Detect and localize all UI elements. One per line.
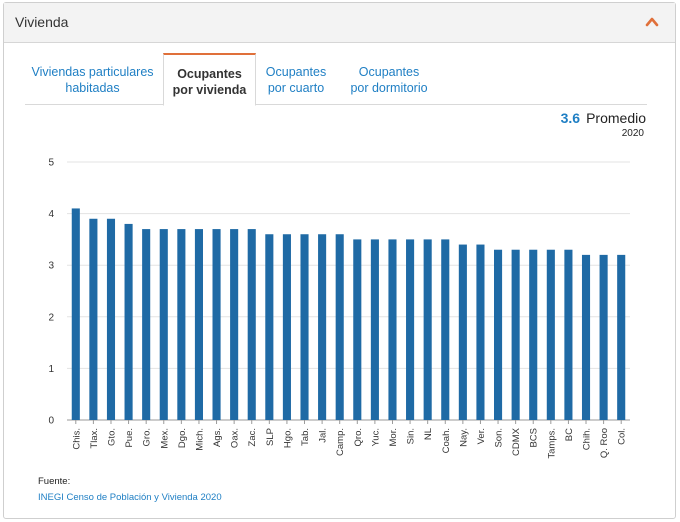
x-tick-label: Q. Roo — [599, 428, 610, 458]
x-tick-label: Oax. — [230, 428, 241, 448]
tab-label-line2: habitadas — [65, 81, 120, 95]
y-tick-label: 4 — [48, 209, 54, 220]
tab-label-line1: Ocupantes — [265, 65, 327, 79]
bar[interactable] — [335, 234, 344, 420]
bar[interactable] — [89, 218, 98, 420]
panel-header[interactable]: Vivienda — [4, 3, 675, 43]
tab-bar: Viviendas particulares habitadas Ocupant… — [25, 53, 647, 106]
bar[interactable] — [441, 239, 450, 420]
bar[interactable] — [511, 249, 520, 420]
x-tick-label: Nay. — [458, 428, 469, 447]
bar[interactable] — [458, 244, 467, 420]
bar[interactable] — [265, 234, 274, 420]
bar[interactable] — [388, 239, 397, 420]
summary-year: 2020 — [621, 128, 644, 139]
tab-ocupantes-por-vivienda[interactable]: Ocupantes por vivienda — [163, 53, 256, 106]
tab-label-line1: Ocupantes — [358, 65, 420, 79]
x-tick-label: NL — [423, 428, 434, 440]
bar[interactable] — [529, 249, 538, 420]
panel-title: Vivienda — [15, 14, 69, 30]
x-tick-label: Camp. — [335, 428, 346, 456]
average-value: 3.6 — [560, 110, 581, 126]
x-tick-label: Son. — [494, 428, 505, 448]
x-tick-label: Tab. — [300, 428, 311, 446]
bar[interactable] — [353, 239, 362, 420]
bar[interactable] — [406, 239, 415, 420]
bar[interactable] — [71, 208, 80, 420]
vivienda-panel: Vivienda — [3, 2, 676, 519]
x-tick-label: Jal. — [318, 428, 329, 443]
x-tick-label: BC — [564, 428, 575, 441]
bar[interactable] — [476, 244, 485, 420]
x-tick-label: Ver. — [476, 428, 487, 444]
tab-label-line2: por vivienda — [172, 83, 247, 97]
x-tick-label: Zac. — [247, 428, 258, 446]
bar[interactable] — [564, 249, 573, 420]
x-tick-label: Hgo. — [282, 428, 293, 448]
x-tick-label: CDMX — [511, 427, 522, 456]
bar[interactable] — [282, 234, 291, 420]
bar[interactable] — [194, 229, 203, 420]
source-link[interactable]: INEGI Censo de Población y Vivienda 2020 — [38, 492, 222, 503]
y-tick-label: 3 — [48, 261, 54, 272]
bar[interactable] — [423, 239, 432, 420]
tab-label-line2: por cuarto — [267, 81, 325, 95]
bar[interactable] — [159, 229, 168, 420]
bar[interactable] — [370, 239, 379, 420]
bar[interactable] — [177, 229, 186, 420]
bar[interactable] — [494, 249, 503, 420]
x-tick-label: Mor. — [388, 428, 399, 446]
average-label: Promedio — [586, 110, 646, 126]
x-tick-label: Yuc. — [370, 428, 381, 447]
bar[interactable] — [599, 254, 608, 420]
bar[interactable] — [300, 234, 309, 420]
x-tick-label: Pue. — [124, 428, 135, 448]
x-tick-label: Gto. — [106, 428, 117, 446]
x-tick-label: Gro. — [142, 428, 153, 446]
x-tick-label: Mex. — [159, 428, 170, 449]
x-tick-label: Col. — [617, 428, 628, 445]
x-tick-label: Ags. — [212, 428, 223, 447]
tab-ocupantes-por-cuarto[interactable]: Ocupantes por cuarto — [261, 53, 331, 105]
y-tick-label: 1 — [48, 364, 54, 375]
average-summary: 3.6 Promedio — [561, 110, 646, 126]
bar-chart-svg: 0 1 2 3 4 5 Chis. Tlax. Gto. Pue. Gro. Mex. Dgo. Mich… — [48, 158, 630, 459]
bar[interactable] — [617, 254, 626, 420]
bar[interactable] — [212, 229, 221, 420]
x-tick-label: Mich. — [194, 428, 205, 451]
x-tick-label: SLP — [265, 428, 276, 446]
y-tick-label: 5 — [48, 158, 54, 169]
bar[interactable] — [106, 218, 116, 420]
bar[interactable] — [142, 229, 151, 420]
x-tick-label: Chih. — [582, 428, 593, 450]
x-tick-label: Tlax. — [89, 428, 100, 449]
bar[interactable] — [318, 234, 327, 420]
bar[interactable] — [581, 254, 591, 420]
y-tick-label: 0 — [48, 416, 54, 427]
x-tick-label: Tamps. — [546, 428, 557, 459]
x-tick-label: Dgo. — [177, 428, 188, 448]
x-tick-label: Qro. — [353, 428, 364, 446]
x-tick-label: Sin. — [406, 428, 417, 444]
x-tick-label: Coah. — [441, 428, 452, 453]
bar[interactable] — [247, 229, 256, 420]
x-tick-label: BCS — [529, 428, 540, 448]
bar[interactable] — [546, 249, 555, 420]
source-label: Fuente: — [38, 476, 71, 487]
bar[interactable] — [124, 223, 133, 420]
tab-label-line1: Viviendas particulares — [31, 65, 154, 79]
chevron-up-icon[interactable] — [645, 15, 659, 29]
tab-ocupantes-por-dormitorio[interactable]: Ocupantes por dormitorio — [343, 53, 435, 105]
tab-viviendas-particulares[interactable]: Viviendas particulares habitadas — [25, 53, 160, 105]
bar-chart: 0 1 2 3 4 5 Chis. Tlax. Gto. Pue. Gro. Mex. Dgo. Mich… — [30, 150, 650, 465]
tab-label-line1: Ocupantes — [177, 67, 242, 81]
y-tick-label: 2 — [48, 312, 54, 323]
tab-label-line2: por dormitorio — [350, 81, 428, 95]
x-tick-label: Chis. — [71, 428, 82, 450]
bar[interactable] — [230, 229, 239, 420]
